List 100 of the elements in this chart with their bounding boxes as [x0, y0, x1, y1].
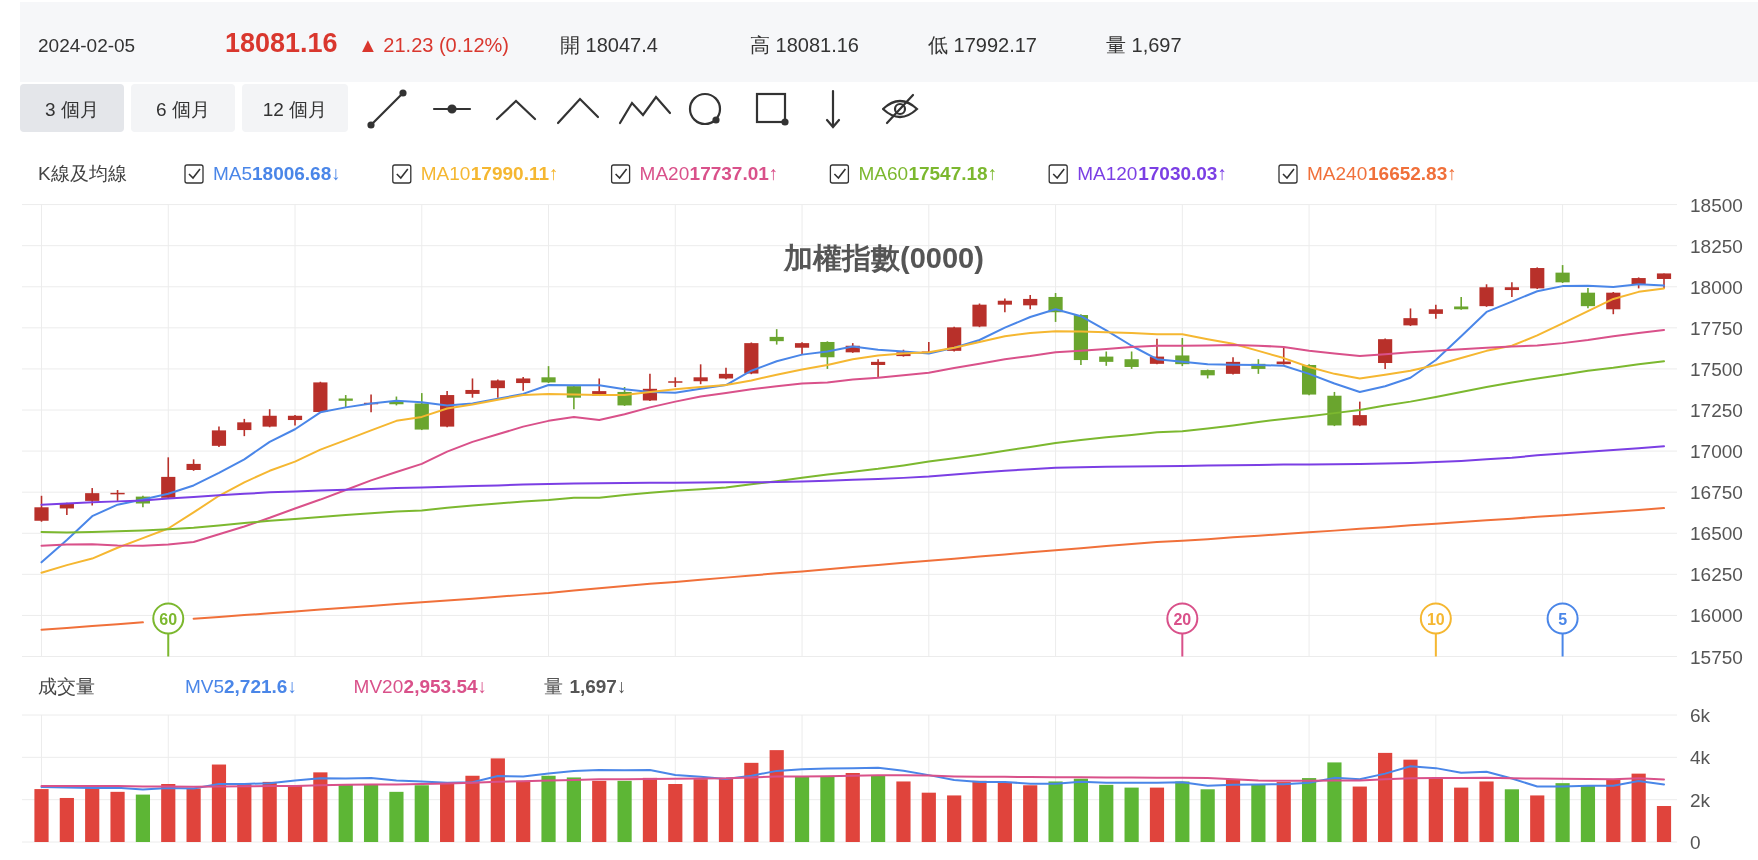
text: 17990.11↑ — [470, 163, 559, 184]
text: 17737.01↑ — [689, 163, 779, 184]
bar — [1606, 779, 1621, 842]
candlestick — [1454, 296, 1469, 311]
bar — [947, 795, 962, 842]
bar — [440, 782, 455, 842]
bar — [1530, 795, 1545, 842]
y-tick-label: 18500 — [1690, 194, 1743, 216]
bar — [135, 794, 150, 842]
y-tick-label: 16250 — [1690, 564, 1743, 586]
bar — [516, 780, 531, 842]
candlestick — [211, 425, 227, 448]
bar — [389, 791, 404, 842]
candlestick — [693, 363, 708, 386]
bar — [718, 777, 734, 842]
bar — [313, 772, 328, 842]
bar — [34, 789, 49, 842]
bar — [744, 762, 759, 842]
bar — [617, 780, 632, 842]
y-tick-label: 2k — [1690, 789, 1711, 811]
bar — [972, 780, 987, 842]
text: 加權指數(0000) — [783, 242, 984, 274]
text: 16652.83↑ — [1368, 163, 1457, 184]
text: MA240 — [1307, 163, 1368, 184]
y-tick-label: 4k — [1690, 747, 1711, 769]
text: MA5 — [213, 163, 253, 184]
y-tick-label: 6k — [1690, 705, 1711, 726]
bar — [1352, 786, 1367, 842]
bar — [363, 784, 379, 842]
bar — [465, 775, 480, 842]
bar — [1048, 781, 1063, 842]
y-tick-label: 16500 — [1690, 523, 1743, 545]
annotation: 5 — [1558, 610, 1568, 628]
y-tick-label: 18000 — [1690, 276, 1743, 298]
bar — [1656, 806, 1672, 842]
bar — [414, 785, 429, 842]
line-series — [40, 360, 1665, 534]
bar — [1149, 787, 1165, 842]
bar — [541, 775, 556, 842]
bar — [592, 780, 607, 842]
bar — [642, 777, 658, 842]
y-tick-label: 18250 — [1690, 235, 1743, 257]
y-tick-label: 15750 — [1690, 646, 1743, 668]
bar — [1580, 785, 1596, 842]
text: 6 個月 — [156, 99, 210, 120]
bar — [668, 784, 683, 842]
candlestick — [1378, 337, 1393, 370]
candlestick — [1352, 400, 1367, 427]
annotation: 10 — [1426, 610, 1445, 628]
bar — [921, 792, 936, 842]
bar — [871, 775, 886, 842]
text: 18006.68↓ — [252, 163, 341, 184]
text: 量 1,697 — [1106, 34, 1182, 56]
text: MV5 — [185, 676, 225, 697]
text: MV20 — [353, 676, 404, 697]
bar — [769, 750, 784, 842]
y-tick-label: 16750 — [1690, 482, 1743, 504]
text: 量 — [544, 676, 564, 697]
annotation: 20 — [1173, 610, 1192, 628]
bar — [1479, 781, 1494, 842]
text: 2,953.54↓ — [403, 676, 488, 697]
bar — [1555, 783, 1570, 842]
bar — [1124, 787, 1139, 842]
bar — [1327, 762, 1342, 842]
bar — [490, 758, 505, 842]
bar — [1099, 784, 1114, 842]
candlestick — [871, 358, 886, 379]
bar — [161, 784, 176, 842]
text: 17547.18↑ — [908, 163, 998, 184]
bar — [1175, 781, 1190, 842]
text: 低 17992.17 — [928, 34, 1037, 56]
legend-title: K線及均線 — [38, 163, 127, 184]
bar — [186, 788, 201, 842]
y-tick-label: 16000 — [1690, 605, 1743, 627]
bar — [1378, 752, 1393, 842]
bar — [1251, 784, 1266, 842]
bar — [59, 797, 74, 842]
text: 1,697↓ — [569, 676, 627, 697]
bar — [237, 784, 252, 842]
bar — [997, 782, 1012, 842]
text: 18081.16 — [225, 28, 338, 58]
bar — [566, 777, 581, 842]
line-series — [40, 774, 1665, 788]
candlestick — [1530, 266, 1545, 290]
bar — [287, 785, 303, 842]
bar — [1073, 778, 1089, 842]
y-tick-label: 17250 — [1690, 400, 1743, 422]
annotation: 60 — [159, 610, 178, 628]
candlestick — [34, 494, 49, 523]
line-series — [40, 765, 1665, 791]
candlestick — [1580, 287, 1596, 309]
text: 2024-02-05 — [38, 35, 136, 56]
bar — [1200, 789, 1215, 842]
text: ▲ 21.23 (0.12%) — [358, 34, 509, 56]
bar — [211, 764, 227, 842]
text: 開 18047.4 — [560, 34, 658, 56]
y-tick-label: 0 — [1690, 832, 1701, 853]
bar — [1403, 759, 1418, 842]
line-series — [40, 328, 1665, 547]
bar — [845, 773, 860, 842]
